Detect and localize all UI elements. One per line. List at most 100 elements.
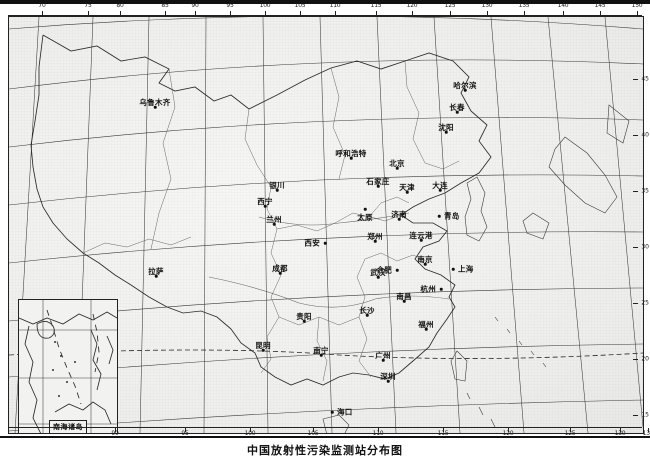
latitude-tickmark (633, 415, 638, 416)
city-label: 太原 (357, 213, 373, 222)
latitude-tick-label: 20 (641, 355, 649, 363)
city-label: 拉萨 (148, 267, 164, 276)
latitude-tick-label: 30 (641, 243, 649, 251)
longitude-tickmark-top (335, 11, 336, 15)
monitoring-station-dot-icon (395, 166, 399, 170)
longitude-tick-label-top: 145 (594, 2, 606, 9)
inset-map-south-china-sea: 南海诸岛 110120 (18, 299, 118, 433)
longitude-tick-label-bottom: 100 (244, 430, 256, 437)
longitude-tick-label-top: 105 (294, 2, 306, 9)
longitude-tickmark-bottom (115, 428, 116, 432)
city-label: 连云港 (409, 231, 433, 240)
monitoring-station-dot-icon (373, 239, 377, 243)
city-label: 成都 (272, 264, 288, 273)
top-black-bar (0, 0, 650, 4)
city-label: 兰州 (266, 215, 282, 224)
longitude-tickmark-bottom (378, 428, 379, 432)
longitude-tick-label-top: 85 (161, 2, 169, 9)
city-label: 海口 (337, 407, 353, 417)
monitoring-station-dot-icon (349, 156, 353, 160)
city-label: 昆明 (255, 341, 271, 350)
longitude-tick-label-top: 115 (370, 2, 382, 9)
latitude-tickmark (633, 191, 638, 192)
longitude-tick-label-bottom: 130 (614, 430, 626, 437)
longitude-tick-label-bottom: 90 (111, 430, 119, 437)
longitude-tickmark-top (195, 11, 196, 15)
longitude-tick-label-top: 100 (259, 2, 271, 9)
city-label: 西宁 (257, 197, 273, 206)
city-label: 广州 (375, 351, 391, 360)
monitoring-station-dot-icon (438, 188, 442, 192)
monitoring-station-dot-icon (402, 299, 406, 303)
latitude-tick-label: 40 (641, 131, 649, 139)
longitude-tick-label-bottom: 105 (307, 430, 319, 437)
monitoring-station-dot-icon (437, 214, 441, 218)
longitude-tick-label-top: 125 (444, 2, 456, 9)
monitoring-station-dot-icon (444, 130, 448, 134)
monitoring-station-dot-icon (263, 204, 267, 208)
longitude-tick-label-top: 75 (84, 2, 92, 9)
latitude-tick-label: 45 (641, 75, 649, 83)
city-label: 南京 (417, 255, 433, 264)
longitude-tickmark-top (120, 11, 121, 15)
longitude-tickmark-top (42, 11, 43, 15)
latitude-tickmark (633, 359, 638, 360)
latitude-tickmark (633, 247, 638, 248)
monitoring-station-dot-icon (323, 241, 327, 245)
longitude-tickmark-top (524, 11, 525, 15)
longitude-tickmark-bottom (250, 428, 251, 432)
longitude-tick-label-top: 80 (116, 2, 124, 9)
latitude-tick-label: 35 (641, 187, 649, 195)
monitoring-station-dot-icon (381, 358, 385, 362)
city-label: 银川 (269, 181, 285, 190)
city-label: 武汉 (370, 268, 386, 277)
longitude-tickmark-top (376, 11, 377, 15)
longitude-tickmark-top (487, 11, 488, 15)
city-label: 南宁 (313, 346, 329, 355)
axis-line-top (8, 15, 642, 16)
longitude-tickmark-bottom (313, 428, 314, 432)
city-label: 呼和浩特 (335, 149, 367, 158)
longitude-tickmark-bottom (508, 428, 509, 432)
longitude-tickmark-top (230, 11, 231, 15)
monitoring-station-dot-icon (439, 287, 443, 291)
monitoring-station-dot-icon (376, 184, 380, 188)
city-label: 乌鲁木齐 (139, 98, 171, 107)
monitoring-station-dot-icon (154, 274, 158, 278)
city-label: 福州 (418, 320, 434, 329)
longitude-tickmark-top (300, 11, 301, 15)
city-label: 杭州 (420, 284, 436, 294)
monitoring-station-dot-icon (365, 313, 369, 317)
longitude-tick-label-bottom: 125 (564, 430, 576, 437)
longitude-tick-label-bottom: 115 (437, 430, 449, 437)
monitoring-station-dot-icon (463, 88, 467, 92)
longitude-tickmark-top (563, 11, 564, 15)
longitude-tick-label-bottom: 95 (181, 430, 189, 437)
city-label: 郑州 (367, 232, 383, 241)
longitude-tickmark-bottom (570, 428, 571, 432)
city-label: 合肥 (376, 265, 392, 275)
longitude-tick-label-top: 110 (329, 2, 341, 9)
longitude-tickmark-bottom (443, 428, 444, 432)
monitoring-station-dot-icon (386, 379, 390, 383)
longitude-tick-label-bottom: 135 (642, 430, 650, 437)
longitude-tickmark-top (450, 11, 451, 15)
longitude-tick-label-top: 150 (631, 2, 643, 9)
city-label: 西安 (304, 238, 320, 248)
monitoring-station-dot-icon (395, 268, 399, 272)
city-label: 北京 (389, 159, 405, 168)
city-label: 长沙 (359, 306, 375, 315)
monitoring-station-dot-icon (419, 238, 423, 242)
longitude-tick-label-top: 70 (38, 2, 46, 9)
monitoring-station-dot-icon (153, 105, 157, 109)
longitude-tick-label-top: 130 (481, 2, 493, 9)
longitude-tickmark-bottom (620, 428, 621, 432)
map-canvas: 乌鲁木齐 银川 西宁 兰州 拉萨 呼和浩特 北京 石家庄 天津 太原 济南 青岛 大连 沈阳 长春 哈尔滨 西安… (8, 16, 644, 434)
longitude-tick-label-bottom: 110 (372, 430, 384, 437)
longitude-tickmark-top (600, 11, 601, 15)
latitude-tick-label: 25 (641, 299, 649, 307)
monitoring-station-dot-icon (423, 262, 427, 266)
monitoring-station-dot-icon (363, 207, 367, 211)
monitoring-station-dot-icon (319, 353, 323, 357)
city-label: 大连 (432, 181, 448, 190)
